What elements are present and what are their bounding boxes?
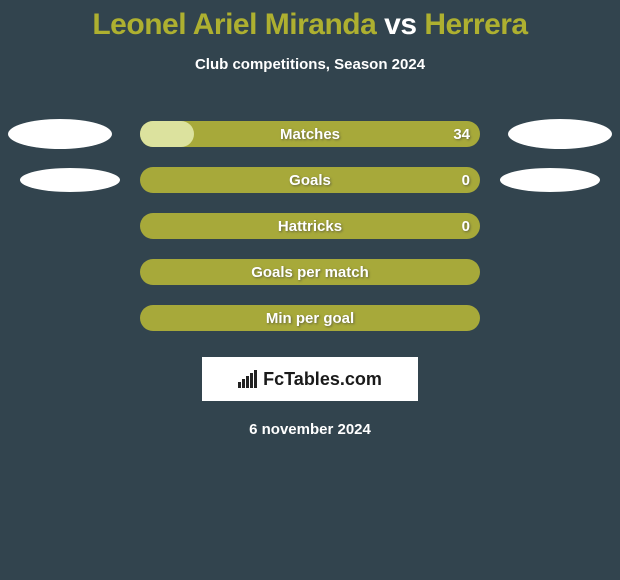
barchart-icon bbox=[238, 370, 257, 388]
vs-text: vs bbox=[384, 8, 416, 41]
player-marker-left bbox=[8, 119, 112, 149]
player-marker-left bbox=[20, 168, 120, 192]
stat-bar-track: Goals per match bbox=[140, 259, 480, 285]
stat-row: Min per goal bbox=[0, 295, 620, 341]
logo-content: FcTables.com bbox=[238, 369, 382, 390]
stat-bar-track: Goals 0 bbox=[140, 167, 480, 193]
page-title: Leonel Ariel Miranda vs Herrera bbox=[92, 8, 527, 42]
stat-row: Matches 34 bbox=[0, 111, 620, 157]
stat-label: Matches bbox=[280, 126, 340, 143]
date-text: 6 november 2024 bbox=[249, 421, 371, 438]
stat-label: Goals bbox=[289, 172, 331, 189]
stats-area: Matches 34 Goals 0 Hattricks 0 Goals per match… bbox=[0, 111, 620, 341]
stat-bar-track: Matches 34 bbox=[140, 121, 480, 147]
comparison-container: Leonel Ariel Miranda vs Herrera Club com… bbox=[0, 0, 620, 438]
logo-text: FcTables.com bbox=[263, 369, 382, 390]
stat-value-right: 0 bbox=[462, 172, 470, 189]
stat-label: Min per goal bbox=[266, 310, 354, 327]
stat-label: Goals per match bbox=[251, 264, 369, 281]
stat-value-right: 34 bbox=[453, 126, 470, 143]
stat-row: Goals 0 bbox=[0, 157, 620, 203]
stat-row: Hattricks 0 bbox=[0, 203, 620, 249]
logo-box: FcTables.com bbox=[202, 357, 418, 401]
stat-row: Goals per match bbox=[0, 249, 620, 295]
stat-label: Hattricks bbox=[278, 218, 342, 235]
player-marker-right bbox=[500, 168, 600, 192]
subtitle: Club competitions, Season 2024 bbox=[195, 56, 425, 73]
player-marker-right bbox=[508, 119, 612, 149]
stat-bar-track: Hattricks 0 bbox=[140, 213, 480, 239]
player1-name: Leonel Ariel Miranda bbox=[92, 8, 376, 41]
player2-name: Herrera bbox=[424, 8, 527, 41]
stat-bar-fill bbox=[140, 121, 194, 147]
stat-value-right: 0 bbox=[462, 218, 470, 235]
stat-bar-track: Min per goal bbox=[140, 305, 480, 331]
